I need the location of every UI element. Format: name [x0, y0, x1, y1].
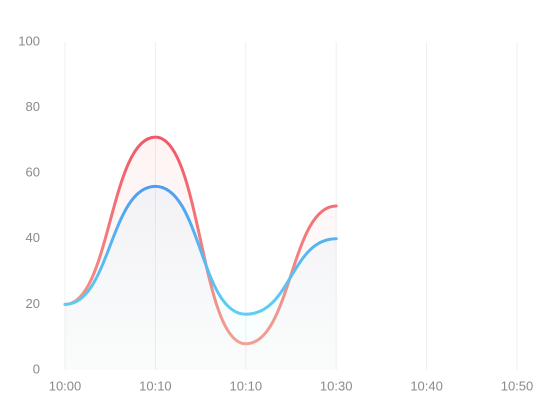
y-tick-label: 0 — [33, 361, 40, 376]
x-tick-label: 10:10 — [139, 378, 172, 393]
y-tick-label: 100 — [18, 33, 40, 48]
y-tick-label: 60 — [26, 165, 40, 180]
area — [65, 186, 337, 370]
x-tick-label: 10:00 — [49, 378, 82, 393]
x-tick-label: 10:40 — [410, 378, 443, 393]
y-tick-label: 80 — [26, 99, 40, 114]
x-tick-label: 10:30 — [320, 378, 353, 393]
x-tick-label: 10:10 — [230, 378, 263, 393]
y-tick-label: 40 — [26, 230, 40, 245]
x-tick-label: 10:50 — [501, 378, 534, 393]
y-tick-label: 20 — [26, 296, 40, 311]
line — [63, 184, 338, 316]
